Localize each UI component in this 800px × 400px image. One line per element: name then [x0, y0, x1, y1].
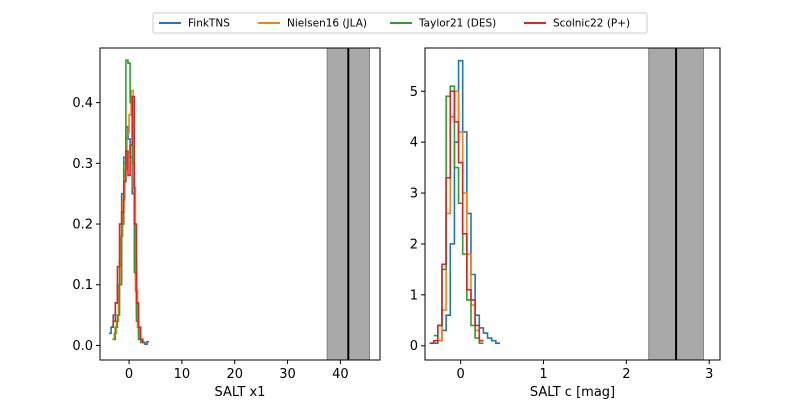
y-tick-label: 0.3: [72, 157, 93, 172]
x-axis-label: SALT x1: [215, 385, 266, 400]
series-scolnic22-p: [429, 90, 484, 344]
x-tick-label: 2: [622, 367, 630, 382]
x-axis-label: SALT c [mag]: [530, 385, 615, 400]
axes-frame: [99, 47, 381, 361]
legend-item-scolnic22-p: Scolnic22 (P+): [524, 18, 630, 30]
x-tick-label: 30: [279, 367, 296, 382]
y-tick-label: 4: [410, 136, 418, 151]
x-tick-label: 0: [456, 367, 464, 382]
legend: FinkTNS Nielsen16 (JLA) Taylor21 (DES) Scol…: [152, 12, 648, 34]
y-tick-label: 0.4: [72, 96, 93, 111]
panel-salt-x1: 0 10 20 30 40 0.0 0.1 0.2 0.3 0.4 SALT x1: [72, 47, 381, 400]
x-tick-label: 0: [125, 367, 133, 382]
x-tick-label: 40: [332, 367, 349, 382]
series-finktns: [433, 59, 500, 344]
legend-item-taylor21-des: Taylor21 (DES): [390, 18, 496, 30]
y-tick-label: 3: [410, 187, 418, 202]
x-tick-label: 3: [705, 367, 713, 382]
legend-label: Nielsen16 (JLA): [287, 18, 367, 30]
series-taylor21-des: [113, 59, 143, 344]
x-tick-label: 1: [539, 367, 547, 382]
y-tick-label: 0.0: [72, 339, 93, 354]
y-tick-label: 0.1: [72, 278, 93, 293]
legend-label: Scolnic22 (P+): [553, 18, 630, 30]
legend-label: Taylor21 (DES): [418, 18, 496, 30]
x-tick-label: 10: [174, 367, 191, 382]
y-tick-label: 1: [410, 288, 418, 303]
x-tick-label: 20: [226, 367, 243, 382]
series-nielsen16-jla: [437, 90, 484, 342]
y-tick-label: 0: [410, 339, 418, 354]
legend-label: FinkTNS: [188, 18, 230, 30]
axes-frame: [424, 47, 721, 361]
legend-item-nielsen16-jla: Nielsen16 (JLA): [258, 18, 367, 30]
y-tick-label: 2: [410, 237, 418, 252]
y-tick-label: 5: [410, 85, 418, 100]
legend-item-finktns: FinkTNS: [159, 18, 230, 30]
y-tick-label: 0.2: [72, 218, 93, 233]
panel-salt-c: 0 1 2 3 0 1 2 3 4 5 SALT c [mag]: [410, 47, 721, 400]
series-scolnic22-p: [111, 95, 145, 344]
